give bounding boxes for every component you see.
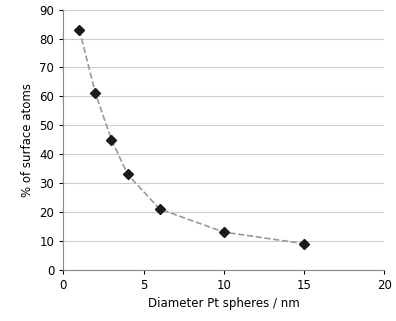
X-axis label: Diameter Pt spheres / nm: Diameter Pt spheres / nm (148, 297, 300, 310)
Y-axis label: % of surface atoms: % of surface atoms (21, 82, 34, 197)
